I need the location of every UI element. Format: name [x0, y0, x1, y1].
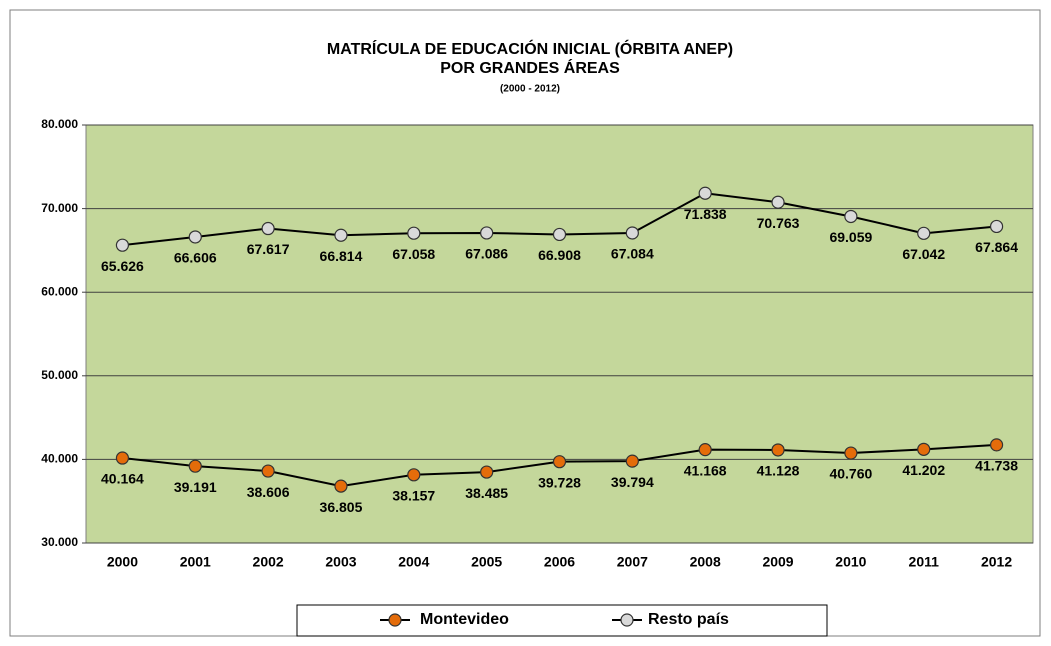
- data-point: [771, 195, 785, 209]
- data-point: [334, 479, 348, 493]
- data-label: 41.202: [902, 462, 945, 478]
- x-tick-label: 2007: [617, 554, 648, 570]
- chart-title: POR GRANDES ÁREAS: [440, 58, 620, 77]
- x-tick-label: 2008: [690, 554, 721, 570]
- chart-title: MATRÍCULA DE EDUCACIÓN INICIAL (ÓRBITA A…: [327, 39, 733, 58]
- data-point: [844, 446, 858, 460]
- data-point: [625, 226, 639, 240]
- data-label: 67.084: [611, 246, 654, 262]
- data-point: [989, 219, 1004, 234]
- y-tick-label: 60.000: [41, 284, 78, 298]
- data-point: [188, 459, 202, 473]
- data-label: 39.191: [174, 479, 217, 495]
- x-tick-label: 2010: [835, 554, 866, 570]
- y-tick-label: 30.000: [41, 535, 78, 549]
- data-point: [115, 451, 130, 465]
- data-point: [552, 227, 567, 242]
- legend-box: [296, 604, 828, 637]
- plot-area: [85, 124, 1034, 544]
- data-label: 66.908: [538, 247, 581, 263]
- data-point: [625, 454, 639, 468]
- x-tick-label: 2009: [762, 554, 793, 570]
- data-point: [407, 468, 421, 482]
- data-label: 67.617: [247, 241, 290, 257]
- data-label: 67.086: [465, 246, 508, 262]
- data-label: 40.760: [829, 466, 872, 482]
- data-label: 40.164: [101, 471, 144, 487]
- x-tick-label: 2001: [180, 554, 211, 570]
- data-label: 38.606: [247, 484, 290, 500]
- x-tick-label: 2011: [909, 554, 940, 570]
- data-label: 71.838: [684, 206, 727, 222]
- data-point: [771, 443, 785, 457]
- y-tick-label: 50.000: [41, 368, 78, 382]
- data-label: 41.738: [975, 458, 1018, 474]
- x-tick-label: 2000: [107, 554, 138, 570]
- data-point: [917, 442, 931, 456]
- data-label: 38.485: [465, 485, 508, 501]
- data-point: [261, 221, 275, 236]
- legend-label: Resto país: [648, 611, 729, 628]
- data-point: [188, 230, 202, 244]
- data-point: [698, 443, 712, 457]
- data-label: 39.794: [611, 474, 654, 490]
- data-label: 67.058: [392, 246, 435, 262]
- data-point: [480, 226, 494, 240]
- x-tick-label: 2002: [253, 554, 284, 570]
- data-point: [407, 226, 421, 240]
- y-tick-label: 70.000: [41, 201, 78, 215]
- data-point: [989, 438, 1004, 452]
- data-point: [115, 238, 130, 252]
- data-label: 67.042: [902, 246, 945, 262]
- legend-marker: [620, 613, 634, 627]
- x-tick-label: 2003: [325, 554, 356, 570]
- data-label: 70.763: [757, 215, 800, 231]
- data-point: [334, 228, 348, 242]
- data-point: [698, 186, 712, 200]
- data-point: [480, 465, 494, 479]
- data-label: 69.059: [829, 229, 872, 245]
- data-label: 41.128: [757, 463, 800, 479]
- data-label: 38.157: [392, 488, 435, 504]
- data-point: [261, 464, 275, 478]
- x-tick-label: 2005: [471, 554, 502, 570]
- data-point: [917, 226, 931, 240]
- x-tick-label: 2012: [981, 554, 1012, 570]
- data-label: 67.864: [975, 239, 1018, 255]
- y-tick-label: 40.000: [41, 452, 78, 466]
- data-label: 65.626: [101, 258, 144, 274]
- data-point: [844, 209, 858, 224]
- x-tick-label: 2006: [544, 554, 575, 570]
- legend-label: Montevideo: [420, 611, 509, 628]
- chart-subtitle: (2000 - 2012): [500, 84, 560, 95]
- data-label: 66.814: [320, 248, 363, 264]
- y-tick-label: 80.000: [41, 117, 78, 131]
- data-label: 36.805: [320, 499, 363, 515]
- data-label: 41.168: [684, 462, 727, 478]
- x-tick-label: 2004: [398, 554, 429, 570]
- data-label: 39.728: [538, 474, 581, 490]
- data-label: 66.606: [174, 250, 217, 266]
- data-point: [552, 455, 567, 469]
- legend-marker: [388, 613, 402, 627]
